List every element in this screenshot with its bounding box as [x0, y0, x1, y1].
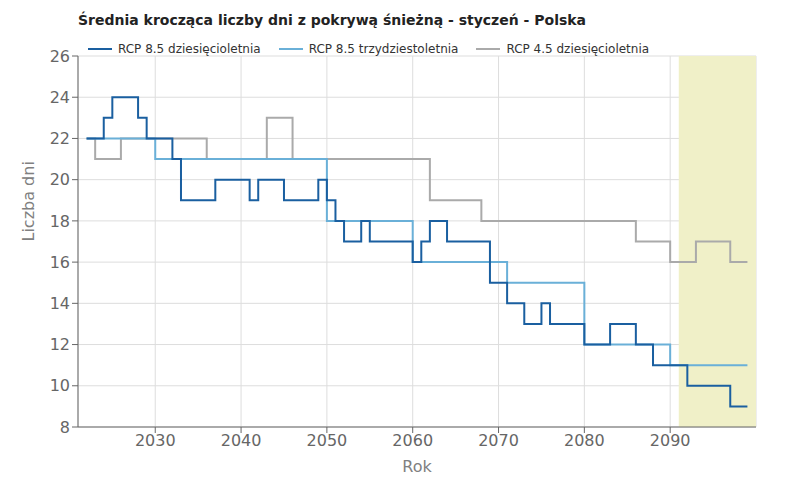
- html-text:RCP 8.5 dziesięcioletnia: RCP 8.5 dziesięcioletnia: [118, 42, 261, 56]
- svg-text:2090: 2090: [650, 431, 691, 450]
- svg-text:16: 16: [50, 253, 70, 272]
- svg-text:2080: 2080: [564, 431, 605, 450]
- svg-text:26: 26: [50, 47, 70, 66]
- svg-text:8: 8: [60, 418, 70, 437]
- svg-text:18: 18: [50, 212, 70, 231]
- svg-text:2050: 2050: [307, 431, 348, 450]
- svg-text:14: 14: [50, 294, 70, 313]
- svg-text:2070: 2070: [478, 431, 519, 450]
- svg-text:2060: 2060: [392, 431, 433, 450]
- svg-text:10: 10: [50, 376, 70, 395]
- svg-text:24: 24: [50, 88, 70, 107]
- svg-text:20: 20: [50, 170, 70, 189]
- svg-text:2040: 2040: [221, 431, 262, 450]
- html-text:RCP 4.5 dziesięcioletnia: RCP 4.5 dziesięcioletnia: [506, 42, 650, 56]
- svg-text:22: 22: [50, 129, 70, 148]
- svg-text:Liczba dni: Liczba dni: [19, 161, 38, 241]
- svg-text:12: 12: [50, 335, 70, 354]
- svg-text:2030: 2030: [135, 431, 176, 450]
- html-text:Średnia krocząca liczby dni z: Średnia krocząca liczby dni z pokrywą śn…: [78, 12, 586, 28]
- html-text:RCP 8.5 trzydziestoletnia: RCP 8.5 trzydziestoletnia: [308, 42, 459, 56]
- svg-text:Rok: Rok: [402, 457, 432, 476]
